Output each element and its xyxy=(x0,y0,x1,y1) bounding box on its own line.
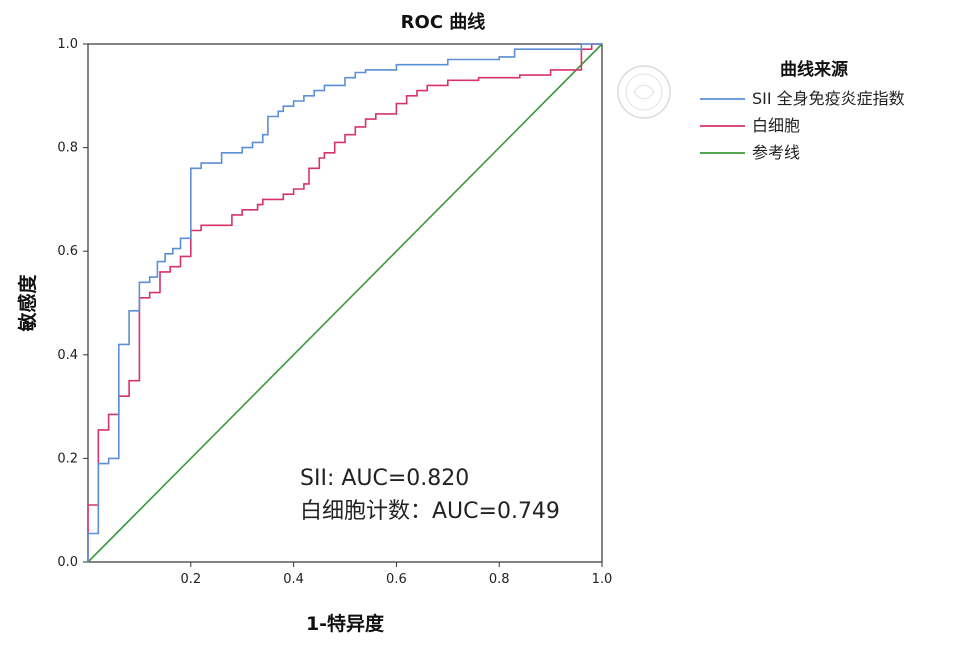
y-tick-label: 0.2 xyxy=(57,451,78,466)
plot-frame xyxy=(87,43,603,563)
watermark-seal xyxy=(617,65,671,119)
legend-label: 白细胞 xyxy=(752,116,800,135)
seal-mark-icon xyxy=(633,84,655,100)
series-layer xyxy=(87,43,603,563)
x-tick-label: 0.4 xyxy=(283,572,304,587)
annotation-wbc-auc: 白细胞计数：AUC=0.749 xyxy=(300,499,560,524)
y-tick-label: 0.8 xyxy=(57,141,78,156)
legend-label: 参考线 xyxy=(752,143,800,162)
x-axis-ticks: 0.2 0.4 0.6 0.8 1.0 xyxy=(180,562,612,587)
legend-label: SII 全身免疫炎症指数 xyxy=(752,89,905,108)
y-axis-ticks: 0.0 0.2 0.4 0.6 0.8 1.0 xyxy=(57,37,88,570)
x-tick-label: 0.8 xyxy=(489,572,510,587)
annotation-sii-auc: SII: AUC=0.820 xyxy=(300,466,469,491)
y-tick-label: 1.0 xyxy=(57,37,78,52)
y-tick-label: 0.0 xyxy=(57,555,78,570)
chart-title: ROC 曲线 xyxy=(401,11,486,33)
seal-inner-icon xyxy=(625,73,663,111)
legend-title: 曲线来源 xyxy=(780,59,848,80)
x-axis-title: 1-特异度 xyxy=(306,612,385,635)
x-tick-label: 0.6 xyxy=(386,572,407,587)
series-line xyxy=(87,43,602,562)
x-tick-label: 0.2 xyxy=(180,572,201,587)
y-axis-title: 敏感度 xyxy=(16,274,39,333)
series-line xyxy=(87,43,603,563)
y-tick-label: 0.4 xyxy=(57,348,78,363)
seal-outer-icon xyxy=(617,65,671,119)
series-line xyxy=(87,43,602,562)
y-tick-label: 0.6 xyxy=(57,244,78,259)
x-tick-label: 1.0 xyxy=(592,572,613,587)
